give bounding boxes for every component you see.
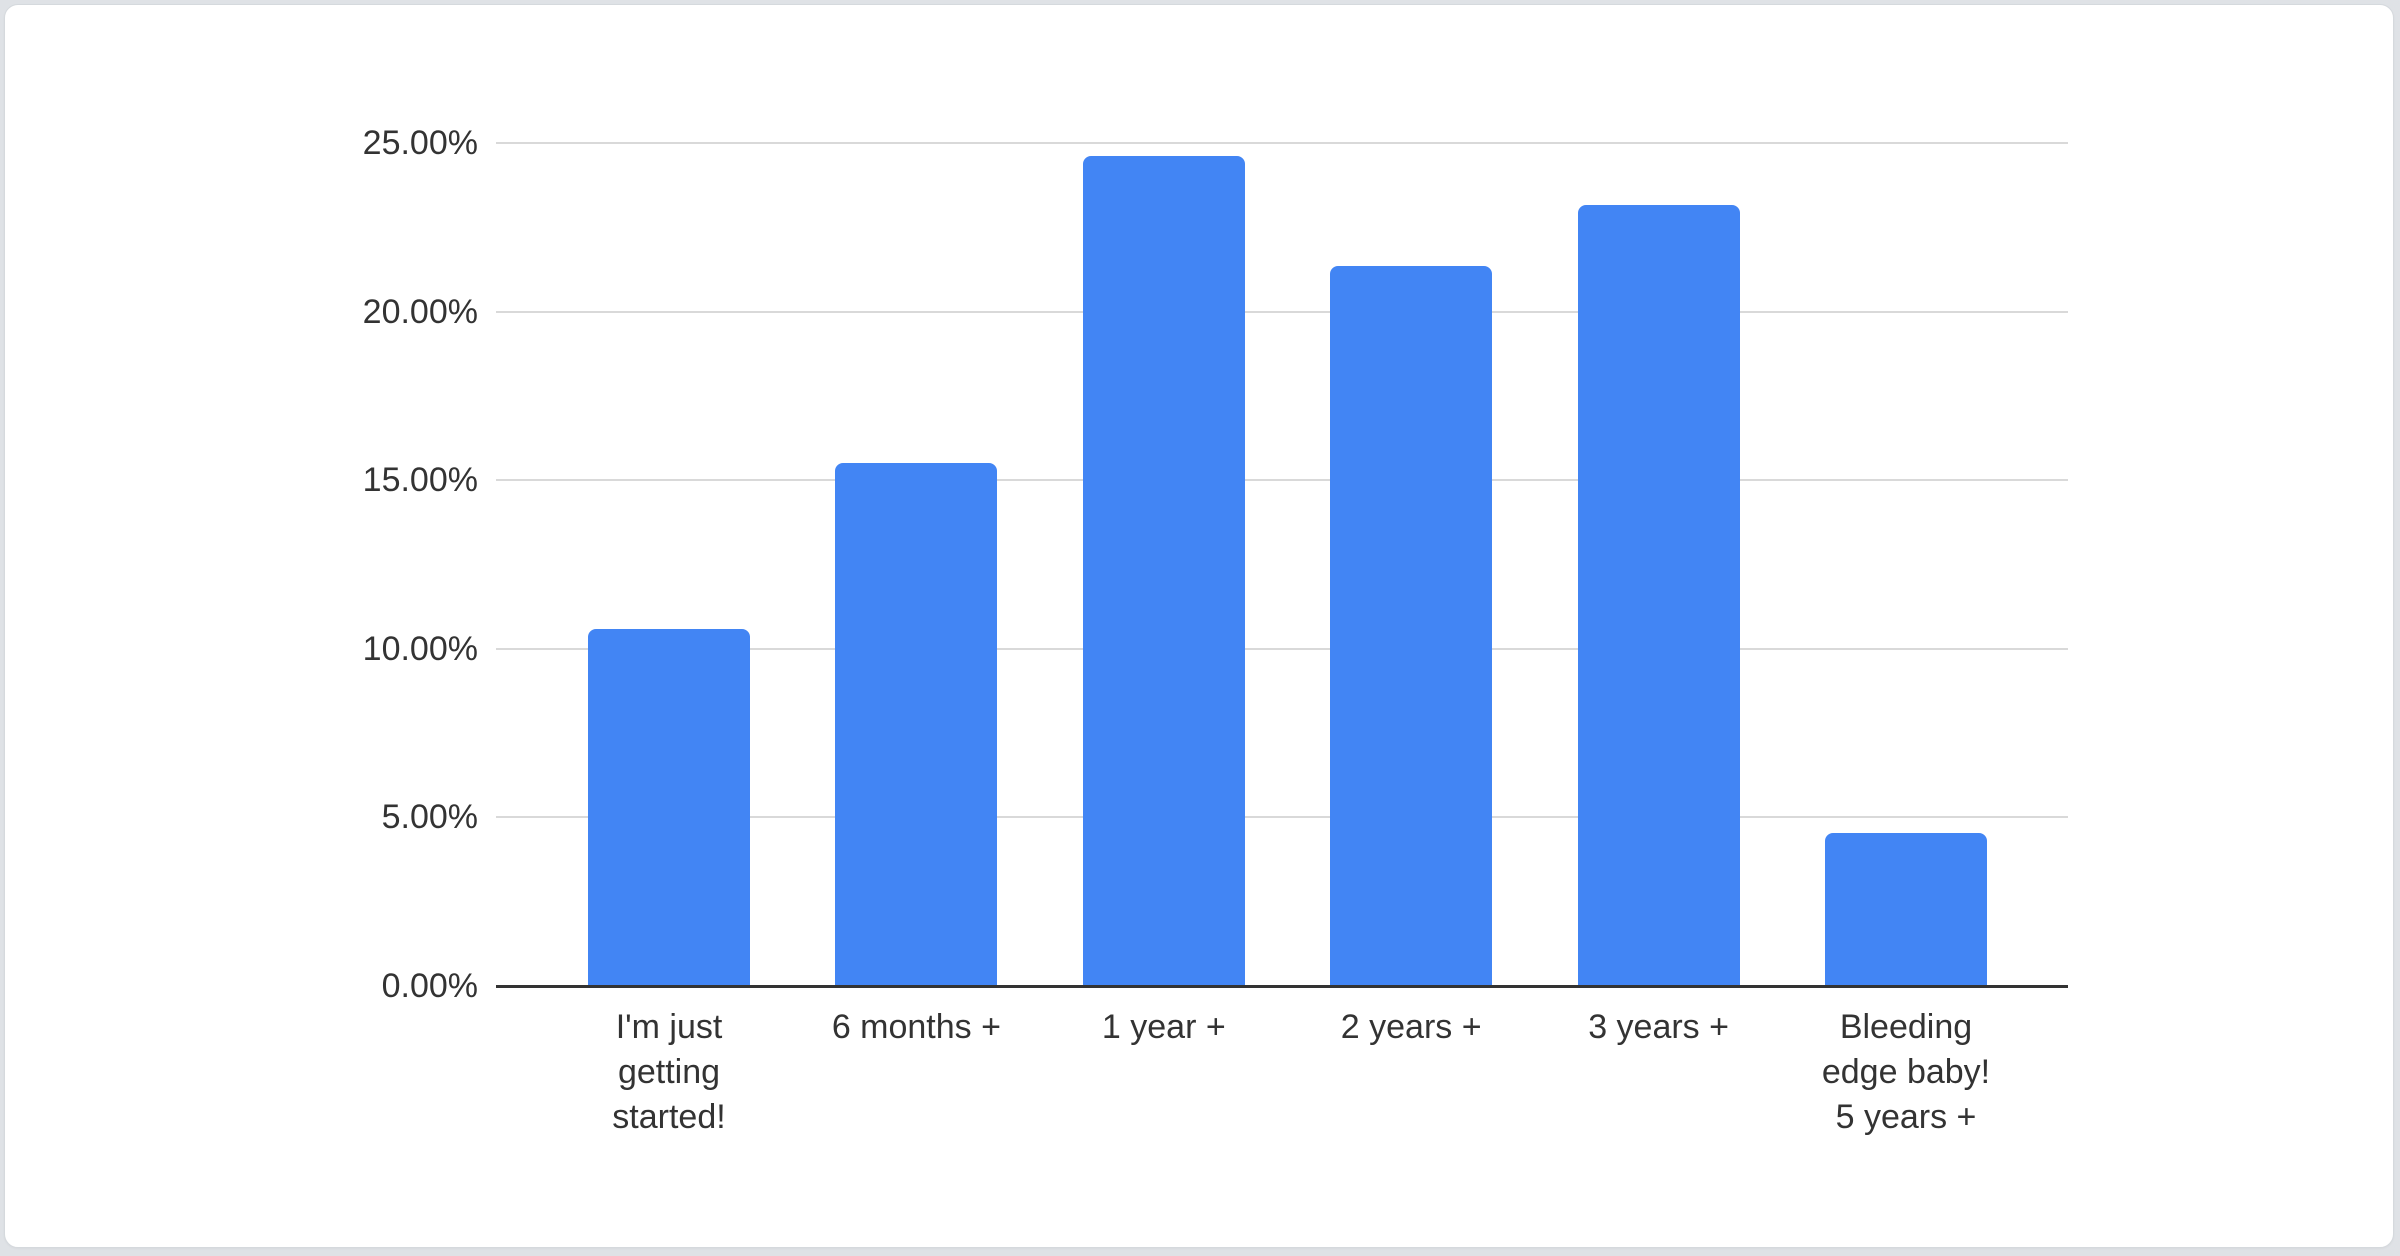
bar-4[interactable] (1330, 266, 1493, 988)
x-axis-category-label: 3 years + (1529, 1005, 1789, 1050)
bar-6[interactable] (1825, 832, 1987, 988)
x-axis-label-line: 6 months + (831, 1008, 1001, 1046)
x-axis-label-line: 2 years + (1340, 1008, 1482, 1046)
x-axis-baseline (496, 985, 2068, 988)
x-axis-category-label: 6 months + (786, 1005, 1046, 1050)
x-axis-label-line: 5 years + (1835, 1098, 1977, 1136)
y-axis-tick-label: 20.00% (362, 292, 478, 331)
x-axis-category-label: 2 years + (1281, 1005, 1541, 1050)
y-axis-tick-label: 5.00% (381, 798, 478, 837)
gridline-5.00% (496, 816, 2068, 819)
x-axis-category-label: Bleeding edge baby! 5 years + (1776, 1005, 2036, 1140)
x-axis-label-line: Bleeding (1839, 1008, 1973, 1046)
gridline-10.00% (496, 647, 2068, 650)
bar-1[interactable] (588, 628, 750, 988)
x-axis-label-line: 1 year + (1101, 1008, 1226, 1046)
y-axis-tick-label: 15.00% (362, 461, 478, 500)
x-axis-category-label: 1 year + (1034, 1005, 1294, 1050)
bar-3[interactable] (1082, 156, 1245, 988)
x-axis-label-line: I'm just (615, 1008, 723, 1046)
x-axis-label-line: edge baby! (1821, 1053, 1991, 1091)
y-axis-tick-label: 25.00% (362, 124, 478, 162)
bar-chart: 0.00% 5.00% 10.00% 15.00% 20.00% 25.00% I'm ju… (5, 5, 2395, 1249)
y-axis-tick-label: 0.00% (381, 967, 478, 1005)
x-axis-label-line: started! (612, 1098, 726, 1136)
gridline-20.00% (496, 310, 2068, 313)
bar-5[interactable] (1577, 205, 1740, 988)
x-axis-category-label: I'm just getting started! (539, 1005, 799, 1140)
gridline-25.00% (496, 142, 2068, 144)
chart-card: 0.00% 5.00% 10.00% 15.00% 20.00% 25.00% I'm ju… (4, 4, 2394, 1248)
x-axis-label-line: 3 years + (1588, 1008, 1729, 1046)
x-axis-label-line: getting (617, 1053, 721, 1091)
y-axis-tick-label: 10.00% (362, 629, 478, 668)
bar-2[interactable] (835, 463, 998, 988)
gridline-15.00% (496, 479, 2068, 482)
